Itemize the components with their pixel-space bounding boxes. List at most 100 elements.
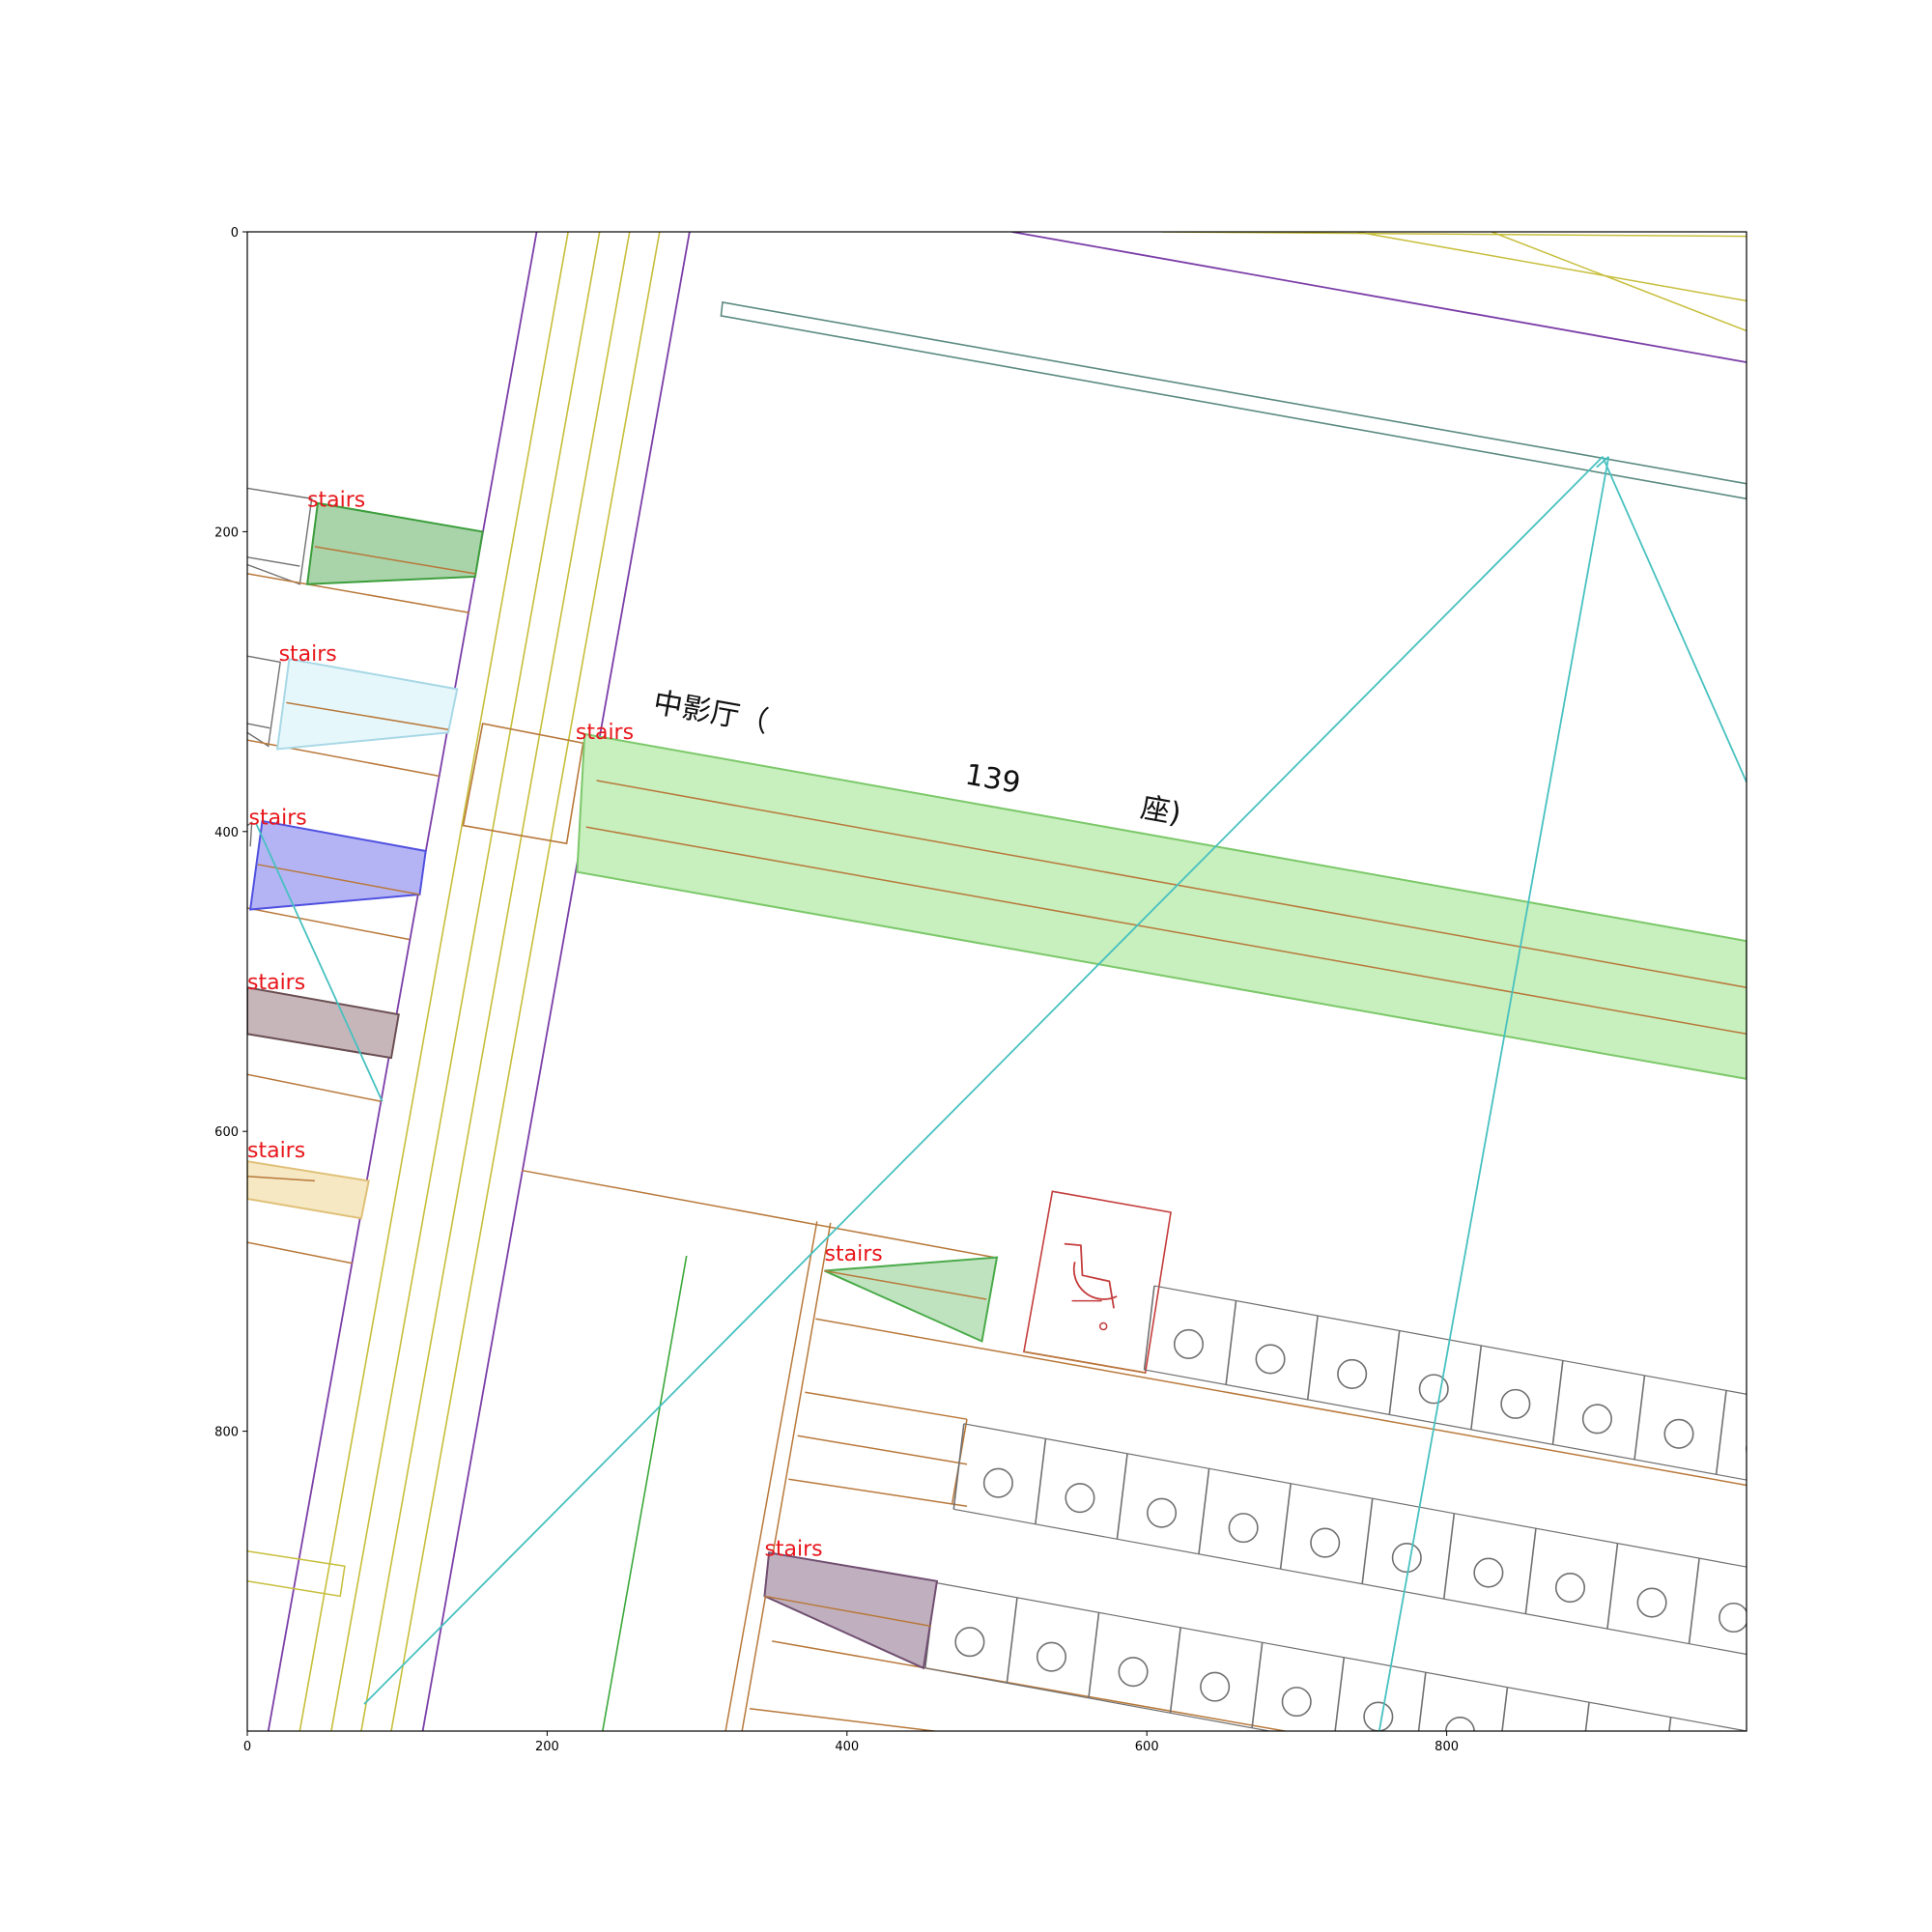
stairs-label: stairs <box>764 1538 822 1562</box>
y-tick-label: 600 <box>214 1125 239 1140</box>
x-tick-label: 200 <box>535 1740 559 1754</box>
stairs-step-line <box>286 701 449 731</box>
seat-divider <box>1143 1285 1155 1371</box>
seat-icon <box>982 1467 1013 1498</box>
corridor-line <box>360 232 631 1731</box>
seat-divider <box>1088 1612 1100 1698</box>
seat-icon <box>1554 1572 1586 1604</box>
seat-row-back <box>963 1423 1747 1568</box>
seat-icon <box>1337 1358 1368 1389</box>
seat-divider <box>1470 1345 1483 1430</box>
seat-row-line <box>247 907 410 941</box>
corridor-line <box>330 232 601 1731</box>
seat-row-line <box>805 1391 968 1420</box>
seat-divider <box>1251 1642 1264 1728</box>
y-tick-label: 0 <box>231 226 239 241</box>
aisle-line <box>741 1222 832 1731</box>
sight-line <box>1596 456 1609 469</box>
stairs-step-line <box>585 826 1747 1036</box>
upper-line <box>1161 232 1747 238</box>
stairs-regions <box>247 501 1747 1670</box>
seat-icon <box>1118 1657 1149 1688</box>
seat-row-front <box>953 1508 1747 1656</box>
stairs-region <box>275 658 459 751</box>
seat-icon <box>1147 1497 1178 1528</box>
corridor-line <box>390 232 661 1731</box>
seat-icon <box>1746 1443 1747 1455</box>
stairs-step-line <box>824 1269 987 1300</box>
corridor-boundary-line <box>421 232 691 1731</box>
seat-row <box>952 1423 1781 1659</box>
seat-icon <box>1173 1328 1205 1359</box>
stairs-step-line <box>764 1595 931 1628</box>
corridor-line <box>298 232 569 1731</box>
seat-icon <box>1200 1671 1231 1702</box>
seat-icon <box>1036 1641 1067 1672</box>
aisle-line <box>724 1221 818 1731</box>
seat-row-line <box>749 1707 941 1731</box>
seat-row-back <box>935 1581 1747 1731</box>
wall-box <box>247 655 281 748</box>
seat-divider <box>1225 1300 1237 1385</box>
sight-line <box>1602 456 1747 782</box>
axes: 0 200 400 600 800 0 200 400 600 800 <box>214 226 1459 1754</box>
seat-icon <box>1690 1762 1719 1790</box>
x-tick-label: 800 <box>1435 1740 1459 1754</box>
seat-divider <box>1334 1657 1346 1731</box>
stairs-region <box>247 986 400 1060</box>
hall-name-text: 座) <box>1138 791 1183 832</box>
wheelchair-wheel <box>1072 1261 1118 1300</box>
seat-divider <box>1743 1732 1753 1817</box>
plot-border <box>246 231 1747 1732</box>
seat-divider <box>1798 1406 1807 1490</box>
seat-icon <box>1391 1543 1422 1574</box>
y-tick-label: 200 <box>214 526 239 540</box>
seat-icon <box>1663 1418 1694 1449</box>
stairs-label: stairs <box>249 806 307 830</box>
seat-icon <box>1719 1602 1747 1634</box>
seat-divider <box>1524 1528 1537 1614</box>
wall-line <box>247 556 300 567</box>
stairs-region <box>576 732 1747 1080</box>
corridor-boundary-line <box>267 232 538 1731</box>
seat-row-line <box>797 1435 968 1465</box>
seat-divider <box>1771 1574 1781 1659</box>
seat-divider <box>952 1423 965 1510</box>
seat-divider <box>1279 1483 1292 1570</box>
seat-icon <box>1310 1527 1341 1558</box>
wall-box <box>247 487 313 585</box>
seat-icon <box>1473 1557 1504 1588</box>
pillar-box <box>462 723 584 845</box>
wheelchair-frame <box>1064 1242 1115 1309</box>
seat-divider <box>1198 1468 1210 1554</box>
stairs-step-line <box>596 780 1747 988</box>
small-box <box>247 1550 346 1598</box>
stairs-label: stairs <box>307 488 365 512</box>
wall-line <box>247 723 270 729</box>
seat-icon <box>1581 1404 1612 1435</box>
stairs-step-line <box>247 1176 315 1182</box>
seat-divider <box>1634 1375 1646 1460</box>
seat-divider <box>1388 1330 1401 1415</box>
x-tick-label: 600 <box>1135 1740 1159 1754</box>
sight-line <box>255 823 384 1102</box>
seat-icon <box>1444 1717 1475 1731</box>
seat-row-line <box>815 1318 1747 1487</box>
seat-row-front <box>924 1667 1273 1731</box>
seat-divider <box>1606 1543 1619 1630</box>
seat-icon <box>1527 1732 1555 1760</box>
seat-icon <box>1500 1388 1531 1419</box>
seat-divider <box>1551 1360 1564 1445</box>
seat-divider <box>1715 1390 1727 1475</box>
seat-divider <box>1417 1672 1427 1731</box>
stairs-step-line <box>314 546 476 575</box>
sight-line <box>1378 456 1610 1731</box>
seat-divider <box>1361 1498 1374 1584</box>
seat-icon <box>1281 1687 1312 1718</box>
seat-icon <box>1228 1513 1259 1544</box>
accessible-seat-edge <box>1023 1350 1146 1374</box>
seat-divider <box>1442 1513 1456 1600</box>
seat-row <box>1143 1285 1807 1490</box>
annotation-labels: stairs stairs stairs stairs stairs stairs stai… <box>247 488 1183 1561</box>
seat-icon <box>1255 1344 1286 1375</box>
